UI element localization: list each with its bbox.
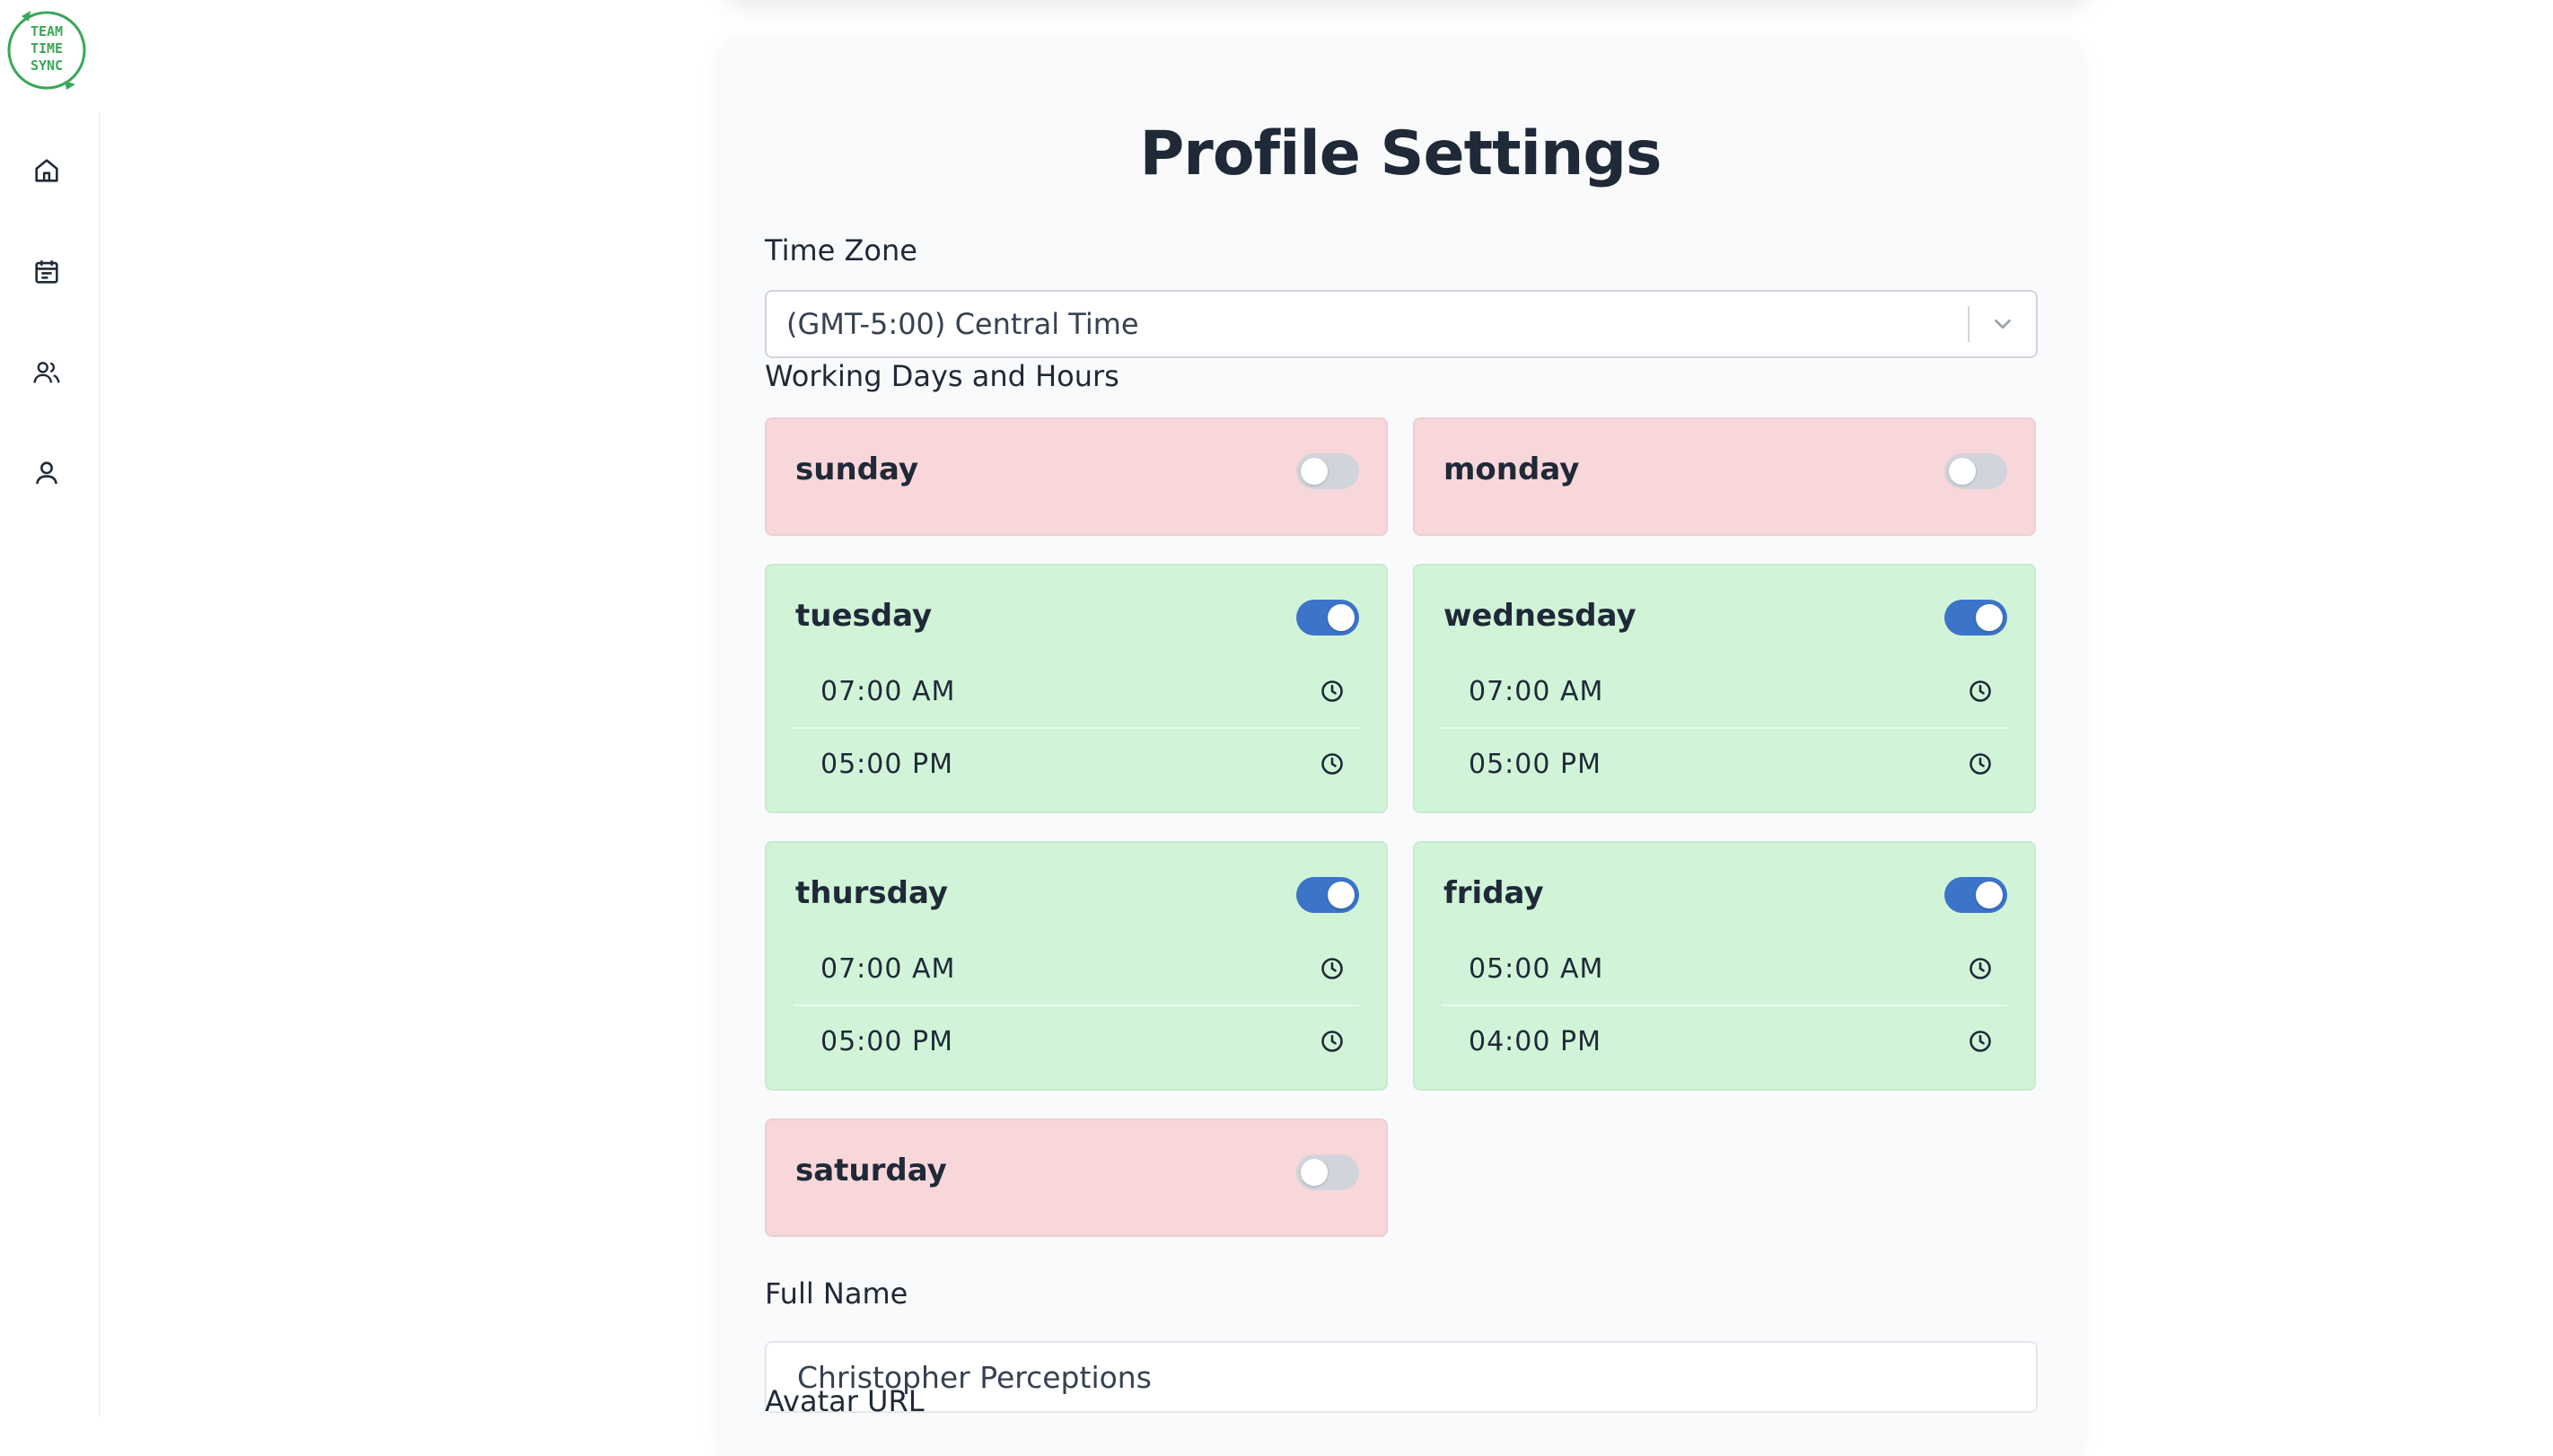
day-name: tuesday — [795, 598, 933, 634]
clock-icon[interactable] — [1953, 956, 2007, 981]
nav-calendar[interactable] — [24, 250, 69, 294]
clock-icon[interactable] — [1953, 751, 2007, 776]
team-time-sync-logo[interactable]: TEAM TIME SYNC — [4, 4, 90, 97]
timezone-select[interactable]: (GMT-5:00) Central Time — [765, 290, 2038, 358]
clock-icon[interactable] — [1953, 679, 2007, 704]
day-card-thursday: thursday 07:00 AM 05:00 PM — [765, 841, 1388, 1091]
timezone-value: (GMT-5:00) Central Time — [786, 307, 1139, 341]
start-time-picker[interactable]: 07:00 AM — [794, 655, 1359, 727]
logo-line-3: SYNC — [31, 57, 63, 74]
end-time-picker[interactable]: 05:00 PM — [1442, 727, 2007, 799]
logo-line-1: TEAM — [31, 23, 63, 39]
day-name: thursday — [795, 875, 949, 911]
start-time: 07:00 AM — [820, 675, 956, 707]
toggle-knob — [1976, 881, 2003, 908]
start-time-picker[interactable]: 07:00 AM — [794, 933, 1359, 1004]
day-card-tuesday: tuesday 07:00 AM 05:00 PM — [765, 564, 1388, 813]
sidebar: TEAM TIME SYNC — [0, 0, 100, 1417]
working-days-label: Working Days and Hours — [765, 359, 1119, 393]
chevron-down-icon[interactable] — [1970, 311, 2036, 338]
toggle-knob — [1976, 604, 2003, 631]
user-icon — [36, 461, 57, 485]
timezone-label: Time Zone — [765, 233, 917, 268]
toggle-sunday[interactable] — [1296, 453, 1359, 489]
toggle-knob — [1949, 458, 1976, 485]
clock-icon[interactable] — [1305, 1029, 1359, 1054]
home-icon — [35, 159, 58, 182]
clock-icon[interactable] — [1953, 1029, 2007, 1054]
full-name-label: Full Name — [765, 1276, 908, 1311]
end-time: 05:00 PM — [820, 1025, 953, 1057]
end-time: 05:00 PM — [820, 748, 953, 780]
day-card-wednesday: wednesday 07:00 AM 05:00 PM — [1413, 564, 2036, 813]
end-time-picker[interactable]: 04:00 PM — [1442, 1004, 2007, 1076]
toggle-thursday[interactable] — [1296, 877, 1359, 913]
toggle-knob — [1301, 1159, 1328, 1186]
day-name: friday — [1443, 875, 1544, 911]
start-time-picker[interactable]: 05:00 AM — [1442, 933, 2007, 1004]
team-icon — [33, 362, 60, 383]
select-separator — [1968, 306, 1970, 342]
day-name: monday — [1443, 452, 1580, 487]
start-time-picker[interactable]: 07:00 AM — [1442, 655, 2007, 727]
day-card-sunday: sunday — [765, 417, 1388, 536]
toggle-tuesday[interactable] — [1296, 600, 1359, 636]
toggle-wednesday[interactable] — [1944, 600, 2007, 636]
day-card-monday: monday — [1413, 417, 2036, 536]
end-time: 05:00 PM — [1469, 748, 1601, 780]
toggle-knob — [1301, 458, 1328, 485]
page-title: Profile Settings — [1139, 118, 1662, 189]
start-time: 07:00 AM — [1469, 675, 1604, 707]
nav-home[interactable] — [24, 148, 69, 193]
sidebar-divider — [99, 113, 101, 1417]
calendar-icon — [35, 260, 58, 284]
start-time: 07:00 AM — [820, 952, 956, 985]
toggle-knob — [1328, 604, 1355, 631]
day-name: wednesday — [1443, 598, 1636, 634]
end-time-picker[interactable]: 05:00 PM — [794, 1004, 1359, 1076]
nav-profile[interactable] — [24, 451, 69, 496]
clock-icon[interactable] — [1305, 751, 1359, 776]
day-name: saturday — [795, 1153, 947, 1188]
toggle-knob — [1328, 881, 1355, 908]
avatar-url-label: Avatar URL — [765, 1384, 925, 1418]
end-time-picker[interactable]: 05:00 PM — [794, 727, 1359, 799]
start-time: 05:00 AM — [1469, 952, 1604, 985]
end-time: 04:00 PM — [1469, 1025, 1601, 1057]
day-card-saturday: saturday — [765, 1118, 1388, 1237]
clock-icon[interactable] — [1305, 679, 1359, 704]
toggle-friday[interactable] — [1944, 877, 2007, 913]
nav-team[interactable] — [24, 350, 69, 395]
full-name-input[interactable]: Christopher Perceptions — [765, 1341, 2038, 1413]
toggle-saturday[interactable] — [1296, 1154, 1359, 1190]
toggle-monday[interactable] — [1944, 453, 2007, 489]
day-name: sunday — [795, 452, 919, 487]
logo-line-2: TIME — [31, 40, 63, 57]
profile-settings-card: Profile Settings Time Zone (GMT-5:00) Ce… — [718, 38, 2083, 1456]
day-card-friday: friday 05:00 AM 04:00 PM — [1413, 841, 2036, 1091]
clock-icon[interactable] — [1305, 956, 1359, 981]
